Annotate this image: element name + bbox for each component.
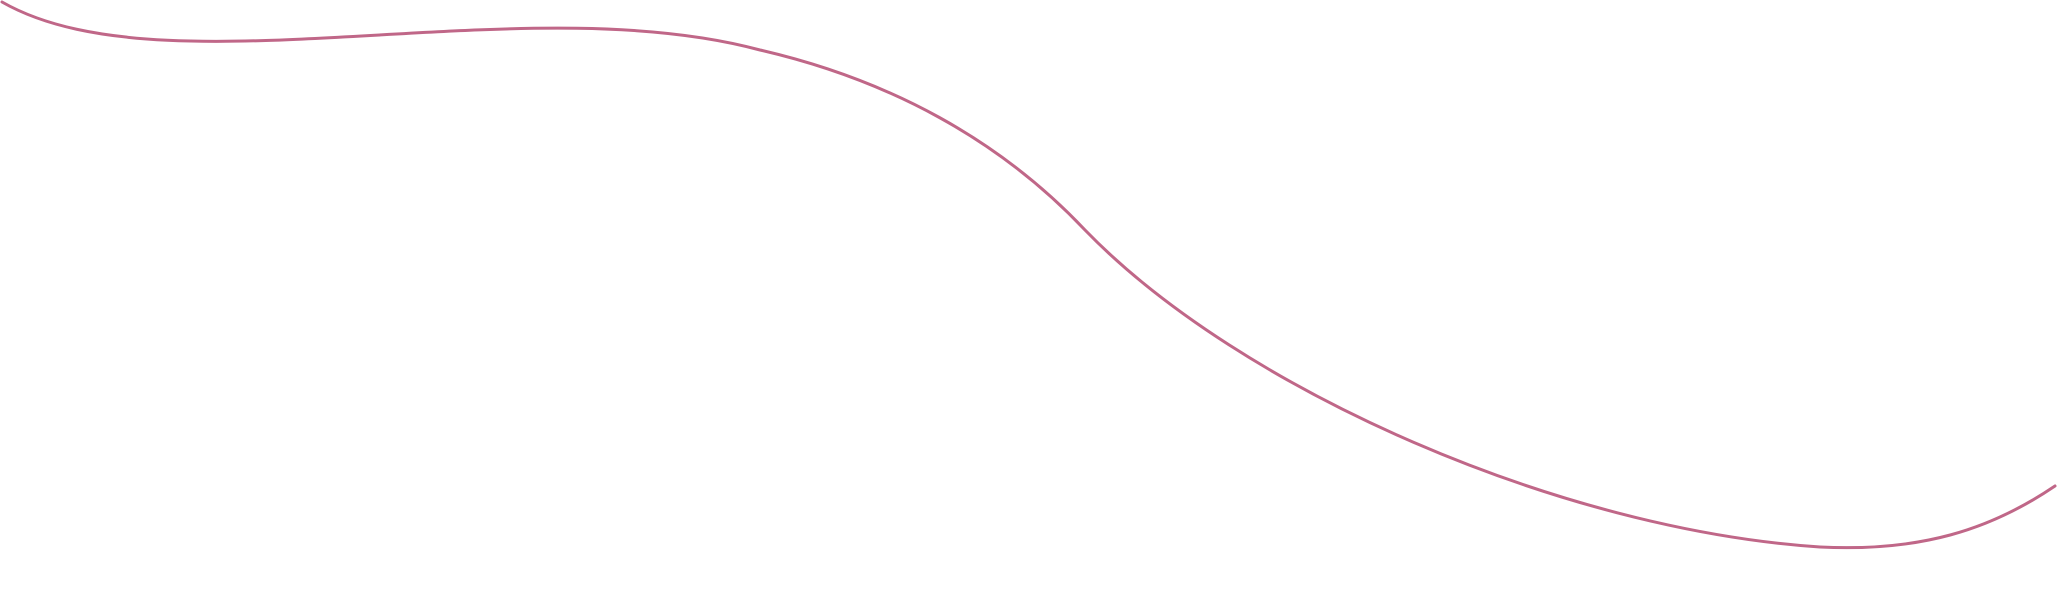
- decorative-wave-line: [0, 0, 2057, 550]
